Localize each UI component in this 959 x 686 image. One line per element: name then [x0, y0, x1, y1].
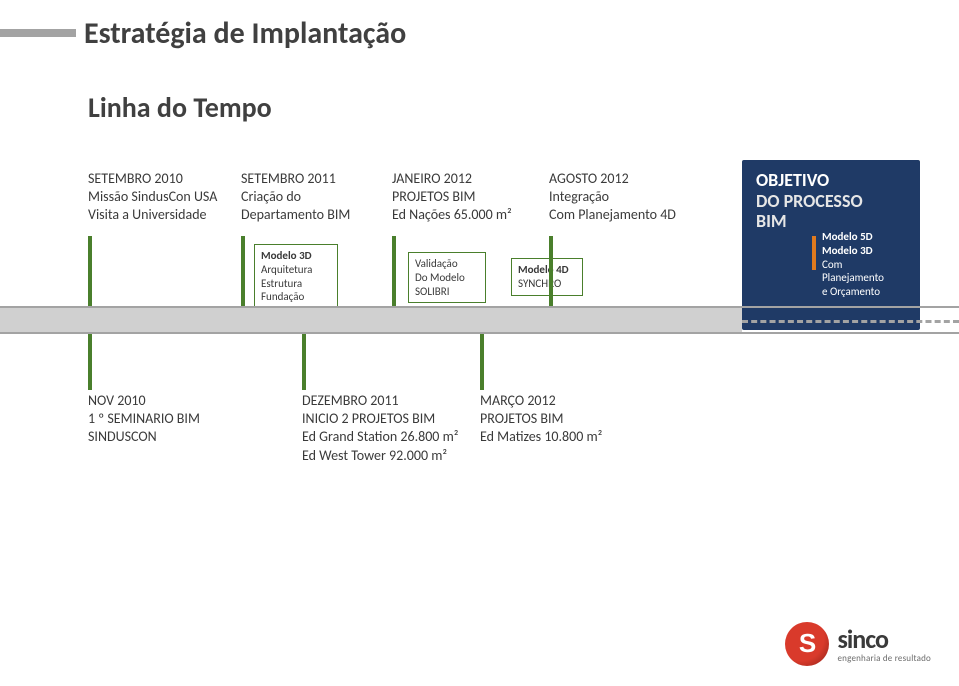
event-title: AGOSTO 2012	[549, 170, 676, 188]
box-bold: Modelo 4D	[518, 263, 576, 277]
event-line: SINDUSCON	[88, 428, 200, 446]
tick-down-2	[480, 334, 484, 390]
event-line: INICIO 2 PROJETOS BIM	[302, 410, 458, 428]
tick-up-3	[549, 236, 553, 306]
event-line: Ed Grand Station 26.800 m²	[302, 428, 458, 446]
objective-line-3: BIM	[756, 211, 906, 232]
event-title: JANEIRO 2012	[392, 170, 512, 188]
box-line: Do Modelo	[415, 271, 479, 285]
info-box-1: ValidaçãoDo ModeloSOLIBRI	[408, 252, 486, 303]
event-line: Missão SindusCon USA	[88, 188, 217, 206]
event-title: DEZEMBRO 2011	[302, 392, 458, 410]
event-line: Com Planejamento 4D	[549, 206, 676, 224]
timeline-fill	[0, 308, 742, 332]
title-accent	[0, 29, 76, 37]
event-title: SETEMBRO 2010	[88, 170, 217, 188]
objective-box: OBJETIVO DO PROCESSO BIM Modelo 5D Model…	[742, 160, 920, 330]
company-logo: S sinco engenharia de resultado	[785, 622, 931, 666]
box-line: Estrutura	[261, 277, 331, 291]
box-line: SOLIBRI	[415, 285, 479, 299]
box-line: Fundação	[261, 290, 331, 304]
lower-event-2: MARÇO 2012PROJETOS BIMEd Matizes 10.800 …	[480, 392, 602, 447]
objective-line-2: DO PROCESSO	[756, 191, 906, 212]
event-line: PROJETOS BIM	[480, 410, 602, 428]
tick-down-0	[88, 334, 92, 390]
event-line: Departamento BIM	[241, 206, 350, 224]
logo-tagline: engenharia de resultado	[837, 654, 931, 663]
subtitle: Linha do Tempo	[88, 90, 272, 125]
tick-up-0	[88, 236, 92, 306]
box-line: Arquitetura	[261, 263, 331, 277]
page-title: Estratégia de Implantação	[84, 15, 406, 52]
tick-up-2	[392, 236, 396, 306]
event-title: NOV 2010	[88, 392, 200, 410]
upper-event-0: SETEMBRO 2010Missão SindusCon USAVisita …	[88, 170, 217, 225]
box-line: Validação	[415, 257, 479, 271]
event-line: 1 º SEMINARIO BIM	[88, 410, 200, 428]
objective-tick	[812, 236, 816, 270]
event-title: MARÇO 2012	[480, 392, 602, 410]
box-bold: Modelo 3D	[261, 249, 331, 263]
tick-up-1	[241, 236, 245, 306]
event-line: Integração	[549, 188, 676, 206]
title-bar: Estratégia de Implantação	[0, 12, 406, 54]
slide: Estratégia de Implantação Linha do Tempo…	[0, 0, 959, 686]
logo-letter: S	[799, 628, 816, 659]
upper-event-2: JANEIRO 2012PROJETOS BIMEd Nações 65.000…	[392, 170, 512, 225]
event-line: PROJETOS BIM	[392, 188, 512, 206]
event-line: Ed Nações 65.000 m²	[392, 206, 512, 224]
event-title: SETEMBRO 2011	[241, 170, 350, 188]
upper-event-3: AGOSTO 2012IntegraçãoCom Planejamento 4D	[549, 170, 676, 225]
objective-line-1: OBJETIVO	[756, 170, 906, 191]
objective-sub: Modelo 5D Modelo 3D Com Planejamento e O…	[822, 230, 884, 299]
info-box-2: Modelo 4DSYNCHRO	[511, 258, 583, 296]
info-box-0: Modelo 3DArquiteturaEstruturaFundação	[254, 244, 338, 309]
logo-text: sinco engenharia de resultado	[837, 626, 931, 663]
tick-down-1	[302, 334, 306, 390]
timeline-dash	[742, 320, 959, 323]
event-line: Criação do	[241, 188, 350, 206]
event-line: Ed Matizes 10.800 m²	[480, 428, 602, 446]
logo-name: sinco	[837, 626, 931, 652]
timeline	[0, 306, 959, 334]
event-line: Visita a Universidade	[88, 206, 217, 224]
box-line: SYNCHRO	[518, 277, 576, 291]
lower-event-1: DEZEMBRO 2011INICIO 2 PROJETOS BIMEd Gra…	[302, 392, 458, 465]
upper-event-1: SETEMBRO 2011Criação doDepartamento BIM	[241, 170, 350, 225]
logo-mark-icon: S	[785, 622, 829, 666]
event-line: Ed West Tower 92.000 m²	[302, 447, 458, 465]
lower-event-0: NOV 20101 º SEMINARIO BIMSINDUSCON	[88, 392, 200, 447]
